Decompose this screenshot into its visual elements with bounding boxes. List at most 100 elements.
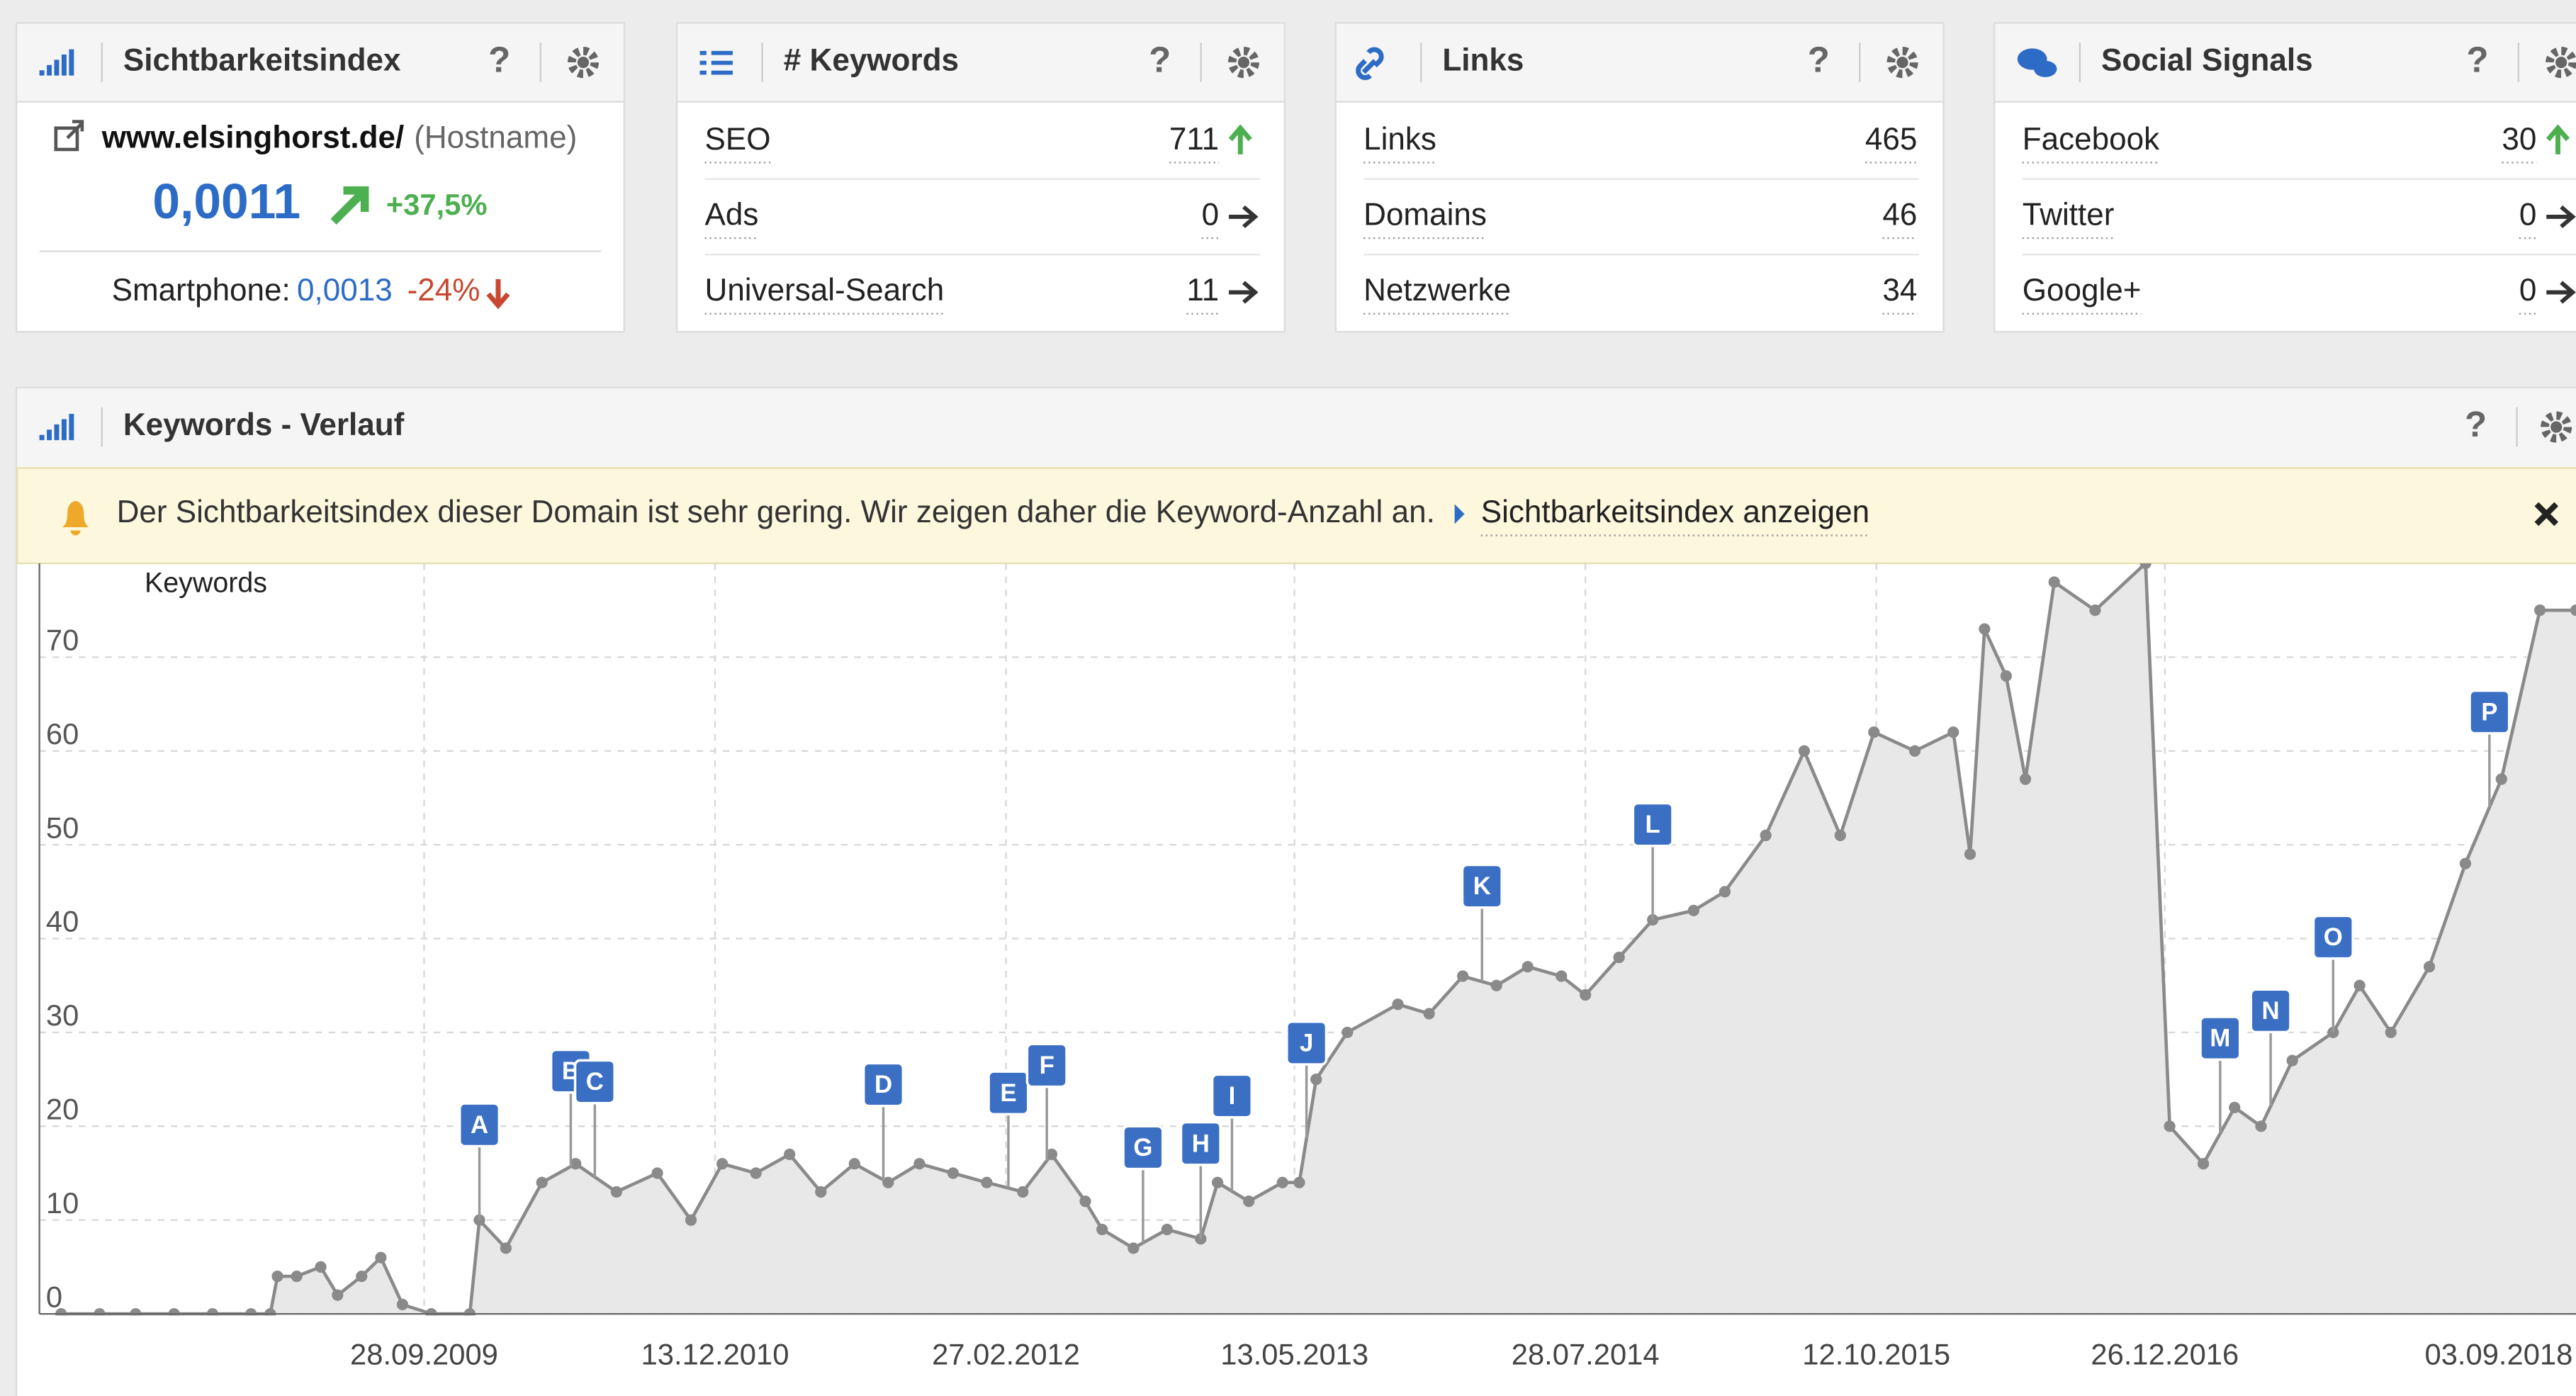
annotation-flag[interactable] xyxy=(458,1102,501,1148)
annotation-flag[interactable] xyxy=(2468,689,2511,735)
external-link-icon xyxy=(54,126,79,152)
point xyxy=(1457,970,1469,982)
point xyxy=(2533,604,2546,617)
point xyxy=(2139,563,2152,570)
annotation-flag[interactable] xyxy=(2249,988,2292,1034)
point xyxy=(2229,1101,2241,1113)
row-value: 34 xyxy=(1882,273,1917,308)
row-value: 0 xyxy=(1202,198,1220,232)
point xyxy=(2495,773,2507,785)
annotation-flag[interactable] xyxy=(2199,1015,2242,1061)
bars-icon xyxy=(39,70,45,76)
gear-hub xyxy=(1237,56,1250,69)
row-value: 465 xyxy=(1865,122,1917,157)
x-tick-label: 13.05.2013 xyxy=(1220,1337,1368,1370)
point xyxy=(1079,1195,1091,1208)
point xyxy=(315,1261,327,1273)
gear-icon[interactable] xyxy=(1886,47,1918,79)
area xyxy=(61,563,2576,1315)
point xyxy=(1964,848,1976,860)
widget-header xyxy=(1336,23,1943,101)
annotation-label: G xyxy=(1133,1135,1152,1161)
row-label: Netzwerke xyxy=(1363,273,1511,308)
list-icon xyxy=(711,50,733,55)
gear-icon[interactable] xyxy=(2541,411,2572,443)
gear-icon[interactable] xyxy=(567,47,599,79)
point xyxy=(1908,745,1921,757)
annotation-label: I xyxy=(1229,1083,1236,1110)
annotation-flag[interactable] xyxy=(1631,801,1674,848)
annotation-flag[interactable] xyxy=(2312,914,2354,960)
point xyxy=(2286,1054,2298,1066)
point xyxy=(2353,979,2366,991)
point xyxy=(1017,1186,1029,1198)
visibility-value: 0,0011 xyxy=(152,174,300,229)
trend-down xyxy=(486,279,510,310)
help-icon[interactable]: ? xyxy=(2466,40,2488,80)
hostname[interactable]: www.elsinghorst.de/ xyxy=(101,120,405,155)
annotation-flag[interactable] xyxy=(1461,863,1503,909)
point xyxy=(356,1271,368,1283)
widget-title: Sichtbarkeitsindex xyxy=(123,43,401,78)
annotation-flag[interactable] xyxy=(862,1062,905,1108)
point xyxy=(2255,1120,2267,1132)
help-icon[interactable]: ? xyxy=(488,40,510,80)
help-icon[interactable]: ? xyxy=(2465,404,2487,444)
annotation-flag[interactable] xyxy=(573,1059,616,1105)
x-tick-label: 28.07.2014 xyxy=(1512,1337,1660,1370)
y-tick-label: 10 xyxy=(46,1186,79,1220)
point xyxy=(685,1214,697,1226)
point xyxy=(1045,1148,1058,1161)
annotation-flag[interactable] xyxy=(1025,1042,1068,1088)
point xyxy=(1161,1223,1173,1236)
notice-link[interactable]: Sichtbarkeitsindex anzeigen xyxy=(1481,495,1869,529)
mobile-change: -24% xyxy=(407,273,480,308)
panel-title: Keywords - Verlauf xyxy=(123,407,405,442)
gear-hub xyxy=(577,56,590,69)
point xyxy=(981,1176,993,1188)
row-label: Universal-Search xyxy=(705,273,945,308)
line xyxy=(61,563,2576,1316)
point xyxy=(716,1158,729,1170)
point xyxy=(815,1186,827,1198)
point xyxy=(2385,1026,2397,1039)
x-tick-label: 27.02.2012 xyxy=(932,1337,1080,1370)
trend-flat xyxy=(1229,281,1259,304)
annotation-flag[interactable] xyxy=(1210,1073,1254,1119)
help-icon[interactable]: ? xyxy=(1149,40,1171,80)
bars-icon xyxy=(69,49,74,76)
gear-icon[interactable] xyxy=(2546,47,2576,79)
gear-icon[interactable] xyxy=(1227,47,1259,79)
annotation-flag[interactable] xyxy=(1286,1020,1328,1066)
help-icon[interactable]: ? xyxy=(1808,40,1830,80)
annotation-flag[interactable] xyxy=(1179,1120,1222,1166)
link-caret xyxy=(1454,504,1465,524)
y-tick-label: 20 xyxy=(46,1092,79,1125)
notice-bar xyxy=(16,467,2576,565)
widget-title: Links xyxy=(1442,43,1524,78)
annotation-flag[interactable] xyxy=(1122,1125,1164,1171)
bars-icon xyxy=(54,60,60,76)
bell-icon xyxy=(62,500,89,536)
point xyxy=(536,1176,548,1188)
close-icon[interactable] xyxy=(2534,502,2559,527)
point xyxy=(610,1186,623,1198)
point xyxy=(1522,961,1534,973)
row-value: 0 xyxy=(2519,198,2537,232)
external-link-icon xyxy=(66,120,84,140)
point xyxy=(1760,829,1772,842)
y-tick-label: 60 xyxy=(46,717,79,750)
visibility-change: +37,5% xyxy=(386,188,488,221)
bars-icon xyxy=(47,64,52,76)
point xyxy=(2019,773,2032,785)
row-value: 711 xyxy=(1169,122,1219,157)
point xyxy=(1276,1176,1288,1188)
trend-up-right xyxy=(330,186,369,225)
annotation-label: F xyxy=(1040,1052,1054,1079)
row-value: 0 xyxy=(2519,273,2537,308)
annotation-flag[interactable] xyxy=(987,1070,1030,1116)
point xyxy=(1947,726,1959,738)
point xyxy=(784,1148,796,1161)
point xyxy=(2423,961,2436,973)
y-tick-label: 70 xyxy=(46,624,79,657)
